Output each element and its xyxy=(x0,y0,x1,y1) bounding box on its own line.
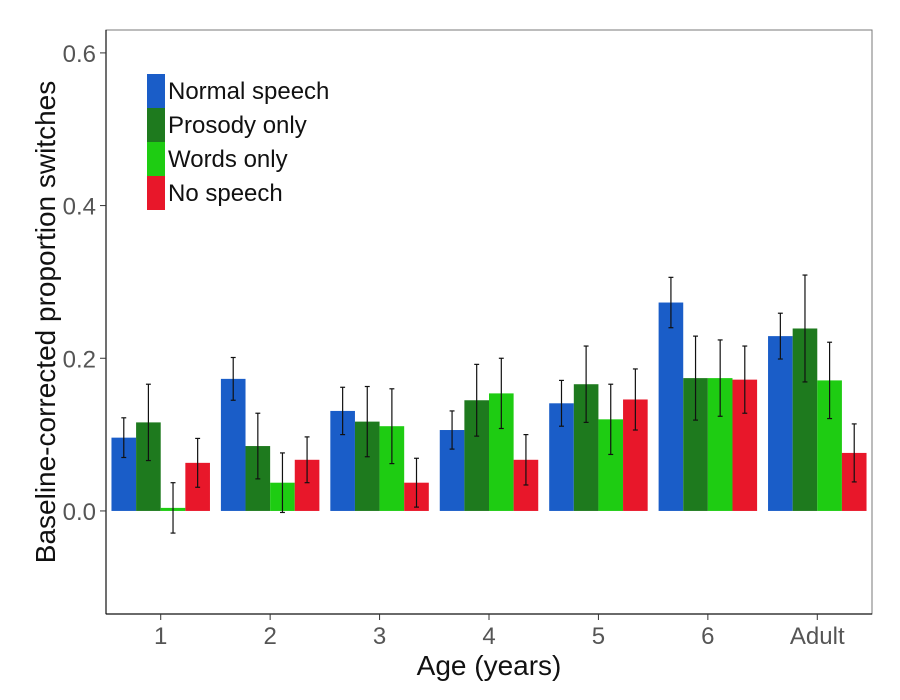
legend-item-prosody-only: Prosody only xyxy=(147,108,307,142)
legend-key xyxy=(147,176,165,210)
error-bar-prosody-only-4 xyxy=(474,363,480,437)
error-bar-no-speech-3 xyxy=(414,457,419,508)
x-tick-label: Adult xyxy=(790,623,845,650)
x-tick-label: 1 xyxy=(154,623,167,650)
y-axis: 0.0 0.2 0.4 0.6 xyxy=(63,30,107,614)
error-bar-words-only-5 xyxy=(608,383,614,456)
x-axis: 1 2 3 4 5 6 Adult xyxy=(106,613,872,650)
error-bar-no-speech-5 xyxy=(632,368,638,431)
error-bar-normal-speech-2 xyxy=(230,356,236,401)
error-bar-normal-speech-3 xyxy=(340,386,346,436)
legend-key xyxy=(147,142,165,176)
legend-label: Words only xyxy=(168,146,288,173)
error-bar-prosody-only-6 xyxy=(693,335,699,421)
error-bar-prosody-only-2 xyxy=(255,412,261,480)
plot-panel xyxy=(105,29,873,615)
x-tick-label: 6 xyxy=(701,623,714,650)
error-bar-words-only-adult xyxy=(827,341,833,420)
legend-key xyxy=(147,74,165,108)
legend-item-no-speech: No speech xyxy=(147,176,283,210)
legend-key xyxy=(147,108,165,142)
error-bar-no-speech-adult xyxy=(851,423,857,483)
legend: Normal speech Prosody only Words only No sp… xyxy=(147,74,329,210)
error-bar-prosody-only-adult xyxy=(802,274,808,383)
error-bar-normal-speech-1 xyxy=(121,417,127,459)
error-bar-prosody-only-5 xyxy=(583,345,589,423)
legend-item-normal-speech: Normal speech xyxy=(147,74,329,108)
legend-label: Prosody only xyxy=(168,112,307,139)
error-bar-words-only-1 xyxy=(170,482,176,534)
legend-label: Normal speech xyxy=(168,78,329,105)
y-tick-label: 0.6 xyxy=(63,41,96,68)
legend-label: No speech xyxy=(168,180,283,207)
x-tick-label: 4 xyxy=(482,623,495,650)
error-bar-prosody-only-1 xyxy=(145,383,151,462)
x-tick-label: 2 xyxy=(263,623,276,650)
error-bar-no-speech-1 xyxy=(195,437,201,488)
error-bar-normal-speech-6 xyxy=(668,276,674,329)
y-axis-title: Baseline-corrected proportion switches xyxy=(30,81,61,563)
x-axis-title: Age (years) xyxy=(417,650,562,681)
bar-normal-speech-2 xyxy=(220,378,246,511)
y-tick-label: 0.0 xyxy=(63,499,96,526)
x-tick-label: 5 xyxy=(592,623,605,650)
x-tick-label: 3 xyxy=(373,623,386,650)
bar-normal-speech-adult xyxy=(768,336,793,511)
y-tick-label: 0.2 xyxy=(63,346,96,373)
error-bar-no-speech-4 xyxy=(523,434,529,486)
error-bar-normal-speech-adult xyxy=(777,312,783,360)
y-tick-label: 0.4 xyxy=(63,194,96,221)
error-bar-normal-speech-4 xyxy=(449,410,455,450)
error-bar-prosody-only-3 xyxy=(364,385,370,458)
bar-normal-speech-6 xyxy=(658,302,684,511)
error-bars-layer xyxy=(121,274,857,534)
error-bar-words-only-2 xyxy=(279,452,285,514)
error-bar-words-only-4 xyxy=(498,357,504,430)
error-bar-no-speech-2 xyxy=(304,436,310,484)
legend-item-words-only: Words only xyxy=(147,142,288,176)
error-bar-words-only-6 xyxy=(717,339,723,417)
error-bar-normal-speech-5 xyxy=(559,379,564,427)
error-bar-no-speech-6 xyxy=(742,345,748,414)
error-bar-words-only-3 xyxy=(389,388,395,465)
